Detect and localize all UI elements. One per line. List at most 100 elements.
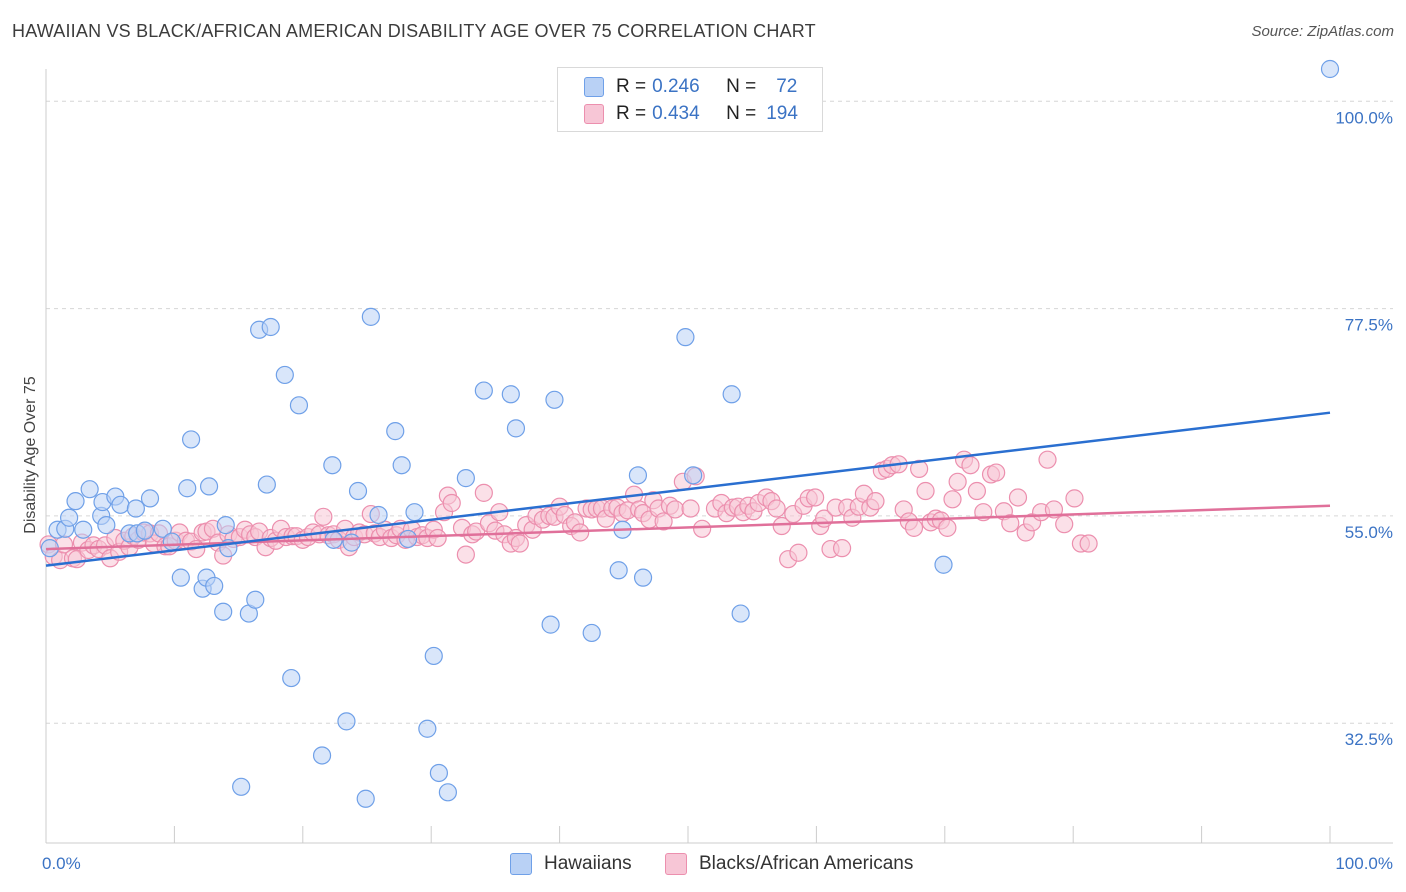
y-tick-label: 77.5%: [1345, 316, 1393, 335]
trend-line-blacks: [45, 504, 1331, 551]
legend-r-label: R =: [616, 76, 647, 97]
blue-point: [74, 520, 93, 539]
blue-point: [684, 466, 703, 485]
blue-point: [80, 480, 99, 499]
blue-point: [429, 763, 449, 783]
blue-point: [214, 602, 233, 621]
y-tick-label: 100.0%: [1335, 108, 1393, 127]
correlation-legend: R = 0.246 N = 72 R = 0.434 N = 194: [557, 67, 823, 132]
legend-swatch-blue: [584, 77, 604, 97]
blue-point: [337, 712, 356, 731]
bottom-legend-swatch-blue: [510, 853, 532, 875]
pink-point: [1038, 450, 1057, 469]
blue-point: [633, 568, 653, 587]
blue-point: [424, 646, 443, 666]
legend-swatch-pink: [584, 104, 604, 124]
pink-point: [967, 481, 987, 501]
pink-point: [904, 518, 924, 537]
pink-point: [1055, 515, 1074, 534]
legend-n-label: N =: [726, 103, 757, 124]
blue-point: [246, 590, 265, 609]
blue-point: [506, 419, 526, 438]
blue-point: [405, 503, 424, 522]
pink-point: [681, 499, 700, 518]
pink-point: [948, 472, 967, 491]
pink-point: [654, 512, 673, 531]
trend-line-hawaiians: [45, 411, 1331, 567]
x-tick-label: 0.0%: [42, 854, 81, 873]
blue-point: [541, 615, 560, 634]
pink-point: [510, 534, 529, 553]
legend-n-label: N =: [726, 76, 757, 97]
blue-point: [342, 533, 361, 552]
blue-point: [398, 529, 418, 549]
bottom-legend-label: Blacks/African Americans: [699, 853, 914, 874]
axes: [45, 69, 1393, 844]
bottom-legend-blacks: Blacks/African Americans: [665, 851, 913, 877]
blue-point: [582, 623, 601, 643]
blue-point: [323, 456, 342, 475]
blue-point: [60, 508, 79, 527]
blue-point: [289, 396, 309, 415]
blue-point: [261, 317, 280, 337]
series-blacks-points: [39, 450, 1098, 570]
blue-point: [153, 519, 172, 538]
grid-lines: [46, 100, 1393, 724]
blue-point: [418, 719, 437, 738]
y-tick-label: 55.0%: [1345, 523, 1393, 542]
legend-n-value: 72: [776, 76, 798, 97]
legend-r-value: 0.246: [652, 76, 700, 97]
tick-labels: 100.0% 77.5% 55.0% 32.5% 0.0% 100.0%: [42, 108, 1393, 873]
x-tick-label: 100.0%: [1335, 854, 1393, 873]
pink-point: [772, 516, 791, 536]
blue-point: [386, 422, 405, 441]
bottom-legend-label: Hawaiians: [544, 853, 632, 874]
blue-point: [474, 381, 493, 400]
y-tick-label: 32.5%: [1345, 730, 1393, 749]
blue-point: [369, 505, 388, 525]
trend-lines: [45, 411, 1331, 567]
blue-point: [392, 456, 411, 475]
legend-n-value: 194: [766, 103, 798, 124]
pink-point: [428, 528, 447, 548]
blue-point: [361, 307, 380, 326]
pink-point: [693, 519, 712, 538]
legend-row-hawaiians: R = 0.246 N = 72: [558, 73, 797, 101]
pink-point: [1065, 489, 1084, 508]
pink-point: [938, 518, 957, 537]
blue-point: [628, 466, 648, 485]
blue-point: [97, 516, 116, 535]
blue-point: [275, 365, 294, 385]
pink-point: [916, 481, 935, 501]
pink-point: [806, 488, 825, 507]
source-label: Source: ZipAtlas.com: [1251, 23, 1394, 40]
blue-point: [312, 746, 332, 765]
pink-point: [767, 499, 786, 518]
blue-point: [257, 475, 276, 494]
legend-r-value: 0.434: [652, 103, 700, 124]
blue-point: [722, 385, 741, 404]
y-axis-label: Disability Age Over 75: [22, 376, 39, 534]
pink-point: [456, 545, 475, 564]
blue-point: [1320, 59, 1340, 79]
blue-point: [356, 789, 375, 808]
blue-point: [232, 777, 251, 796]
pink-point: [1079, 534, 1098, 553]
blue-point: [609, 561, 628, 580]
pink-point: [314, 507, 333, 526]
pink-point: [866, 492, 885, 511]
blue-point: [205, 576, 224, 596]
pink-point: [1008, 488, 1028, 507]
blue-point: [162, 532, 181, 551]
legend-row-blacks: R = 0.434 N = 194: [558, 100, 798, 128]
blue-point: [135, 521, 154, 540]
blue-point: [111, 495, 130, 514]
pink-point: [442, 493, 461, 513]
blue-point: [456, 469, 475, 488]
pink-point: [474, 483, 493, 502]
blue-point: [282, 668, 301, 688]
blue-point: [438, 783, 457, 802]
blue-point: [545, 390, 564, 409]
bottom-legend-swatch-pink: [665, 853, 687, 875]
blue-point: [501, 385, 520, 404]
